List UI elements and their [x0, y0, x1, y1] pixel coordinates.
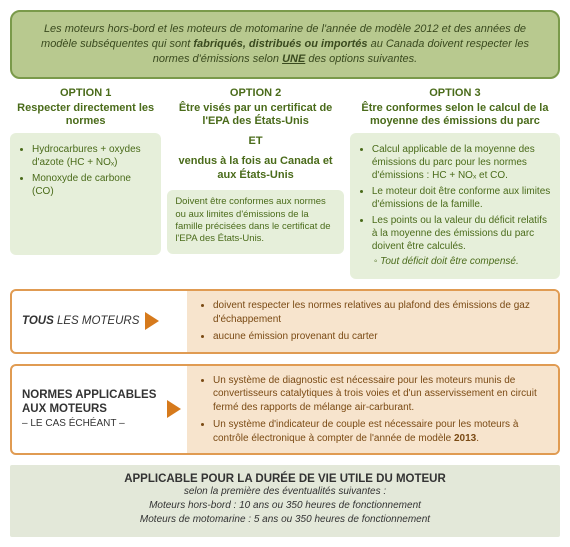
norms-bullet: Un système d'indicateur de couple est né…	[213, 418, 548, 445]
option-1-title: Respecter directement les normes	[10, 102, 161, 134]
all-engines-left: TOUS LES MOTEURS	[12, 291, 187, 352]
option-3: OPTION 3 Être conformes selon le calcul …	[350, 87, 560, 280]
option-2-et: ET	[167, 135, 344, 153]
option-2: OPTION 2 Être visés par un certificat de…	[167, 87, 344, 280]
norms-right: Un système de diagnostic est nécessaire …	[187, 366, 558, 454]
option-3-deficit: ◦ Tout déficit doit être compensé.	[374, 255, 552, 268]
option-1-label: OPTION 1	[10, 87, 161, 99]
all-engines-right: doivent respecter les normes relatives a…	[187, 291, 558, 352]
all-engines-bullet: doivent respecter les normes relatives a…	[213, 299, 548, 326]
option-1-body: Hydrocarbures + oxydes d'azote (HC + NOₓ…	[10, 133, 161, 255]
option-2-label: OPTION 2	[167, 87, 344, 99]
norms-bullet: Un système de diagnostic est nécessaire …	[213, 374, 548, 415]
intro-box: Les moteurs hors-bord et les moteurs de …	[10, 10, 560, 79]
option-1: OPTION 1 Respecter directement les norme…	[10, 87, 161, 280]
norms-b2-post: .	[476, 433, 479, 444]
option-2-title-1: Être visés par un certificat de l'EPA de…	[167, 102, 344, 134]
option-3-label: OPTION 3	[350, 87, 560, 99]
norms-box: NORMES APPLICABLES AUX MOTEURS – LE CAS …	[10, 364, 560, 456]
norms-title: NORMES APPLICABLES AUX MOTEURS	[22, 388, 161, 417]
norms-left: NORMES APPLICABLES AUX MOTEURS – LE CAS …	[12, 366, 187, 454]
useful-life-title: APPLICABLE POUR LA DURÉE DE VIE UTILE DU…	[20, 473, 550, 485]
option-2-note: Doivent être conformes aux normes ou aux…	[167, 190, 344, 253]
option-1-bullet: Monoxyde de carbone (CO)	[32, 172, 153, 198]
arrow-icon	[145, 312, 159, 330]
intro-bold: fabriqués, distribués ou importés	[193, 38, 367, 50]
options-row: OPTION 1 Respecter directement les norme…	[10, 87, 560, 280]
useful-life-box: APPLICABLE POUR LA DURÉE DE VIE UTILE DU…	[10, 465, 560, 537]
useful-life-line: Moteurs hors-bord : 10 ans ou 350 heures…	[20, 499, 550, 513]
option-3-title: Être conformes selon le calcul de la moy…	[350, 102, 560, 134]
arrow-icon	[167, 400, 181, 418]
norms-b2-bold: 2013	[454, 433, 476, 444]
option-3-body: Calcul applicable de la moyenne des émis…	[350, 133, 560, 279]
all-engines-bullet: aucune émission provenant du carter	[213, 330, 548, 344]
intro-text-post: des options suivantes.	[305, 53, 417, 65]
intro-underline: UNE	[282, 53, 305, 65]
useful-life-line: Moteurs de motomarine : 5 ans ou 350 heu…	[20, 513, 550, 527]
option-3-bullet-text: Les points ou la valeur du déficit relat…	[372, 215, 547, 252]
all-engines-title-bold: TOUS	[22, 315, 54, 327]
option-3-bullet: Le moteur doit être conforme aux limites…	[372, 185, 552, 211]
useful-life-line: selon la première des éventualités suiva…	[20, 485, 550, 499]
norms-sub: – LE CAS ÉCHÉANT –	[22, 418, 161, 431]
option-2-title-2: vendus à la fois au Canada et aux États-…	[167, 155, 344, 187]
option-3-bullet: Les points ou la valeur du déficit relat…	[372, 214, 552, 268]
all-engines-box: TOUS LES MOTEURS doivent respecter les n…	[10, 289, 560, 354]
option-3-bullet: Calcul applicable de la moyenne des émis…	[372, 143, 552, 182]
option-3-deficit-text: Tout déficit doit être compensé.	[380, 256, 519, 267]
option-1-bullet: Hydrocarbures + oxydes d'azote (HC + NOₓ…	[32, 143, 153, 169]
all-engines-title-rest: LES MOTEURS	[54, 315, 140, 327]
